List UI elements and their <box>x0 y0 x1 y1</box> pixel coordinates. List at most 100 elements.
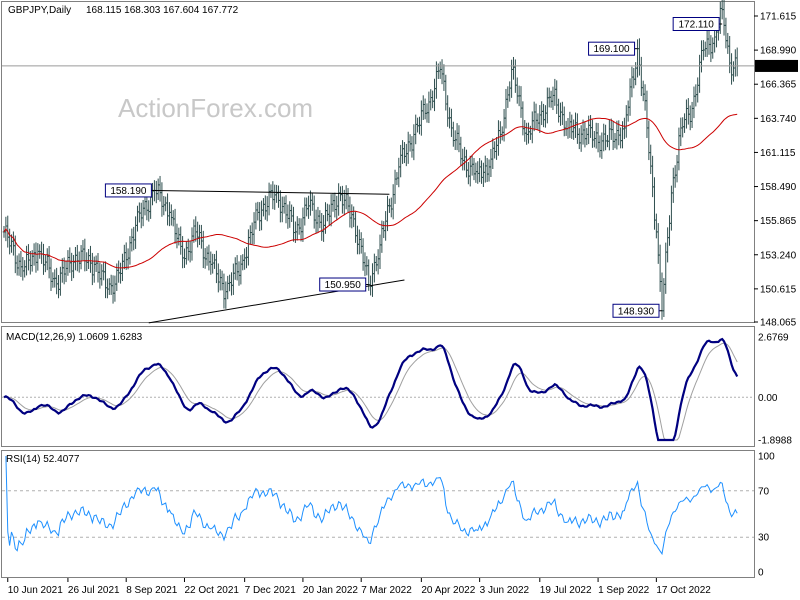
price-bar <box>527 122 530 144</box>
price-bar <box>423 98 427 120</box>
price-bar <box>70 252 73 281</box>
price-bar <box>482 162 485 188</box>
price-bar <box>57 274 60 299</box>
price-bar <box>692 86 696 119</box>
price-y-tick-label: 153.240 <box>760 250 797 261</box>
price-bar <box>414 114 418 145</box>
price-bar <box>561 101 564 125</box>
price-bar <box>273 184 277 210</box>
price-bar <box>525 122 528 145</box>
x-tick-label: 1 Sep 2022 <box>598 585 650 596</box>
price-bar <box>217 263 220 293</box>
moving-average-line <box>3 113 738 269</box>
price-bar <box>267 182 271 216</box>
price-bar <box>329 194 333 227</box>
price-bar <box>21 257 25 281</box>
price-y-tick-label: 168.990 <box>760 46 797 57</box>
x-tick-label: 20 Apr 2022 <box>421 585 475 596</box>
price-bar <box>83 238 87 272</box>
macd-y-tick-label: 0.00 <box>758 393 778 404</box>
price-bar <box>677 127 681 171</box>
price-bar <box>421 95 425 120</box>
price-bar <box>608 119 611 151</box>
price-bar <box>132 226 136 251</box>
price-bar <box>459 136 463 166</box>
price-bar <box>98 262 102 289</box>
price-bar <box>653 177 656 230</box>
annotation-box <box>612 303 660 318</box>
price-bar <box>91 252 94 286</box>
price-y-tick-label: 158.490 <box>760 182 797 193</box>
macd-line <box>3 337 739 442</box>
price-bar <box>337 183 340 216</box>
price-y-tick-label: 163.740 <box>760 114 797 125</box>
price-bar <box>641 80 645 102</box>
rsi-y-tick-label: 0 <box>758 568 764 579</box>
price-bar <box>649 144 653 175</box>
price-bar <box>126 248 130 270</box>
price-bar <box>536 113 540 131</box>
price-bar <box>670 185 673 231</box>
price-bar <box>546 87 549 124</box>
macd-signal-line <box>3 342 738 441</box>
price-bar <box>194 216 198 242</box>
price-bar <box>173 208 177 244</box>
price-bar <box>209 251 213 275</box>
price-bar <box>403 142 406 164</box>
price-bar <box>254 202 258 230</box>
price-bar <box>540 101 543 126</box>
price-bar <box>232 263 235 295</box>
price-bar <box>523 120 527 142</box>
price-bar <box>117 260 120 283</box>
price-bar <box>673 165 677 188</box>
price-bar <box>45 248 49 271</box>
price-bar <box>626 100 630 122</box>
price-bar <box>77 251 81 273</box>
price-bar <box>81 240 85 261</box>
macd-layer <box>2 337 754 442</box>
x-tick-label: 7 Dec 2021 <box>245 585 297 596</box>
price-bar <box>604 124 607 151</box>
rsi-header: RSI(14) 52.4077 <box>6 454 80 465</box>
axis-layer: 171.615 168.990 166.365 163.740 161.115 158.4… <box>7 12 798 596</box>
price-bar <box>709 35 713 63</box>
price-bar <box>450 108 453 137</box>
price-bar <box>435 61 438 99</box>
price-bar <box>442 64 446 91</box>
price-bar <box>201 230 205 269</box>
price-bar <box>568 111 572 138</box>
price-bar <box>190 227 194 261</box>
price-bar <box>373 253 376 283</box>
price-bar <box>359 232 363 254</box>
rsi-y-tick-label: 100 <box>758 452 775 463</box>
price-bar <box>534 103 538 129</box>
current-price-badge: 167.772 <box>755 59 798 72</box>
x-tick-label: 8 Sep 2021 <box>126 585 178 596</box>
price-bar <box>389 197 393 218</box>
price-y-tick-label: 161.115 <box>760 148 796 159</box>
price-bar <box>256 201 260 221</box>
price-bar <box>164 196 167 212</box>
price-bar <box>544 105 547 128</box>
price-bar <box>36 243 40 271</box>
price-bar <box>630 66 634 98</box>
price-bar <box>123 244 126 270</box>
price-bar <box>687 98 690 125</box>
price-bar <box>690 101 694 128</box>
price-bar <box>655 213 658 239</box>
price-bar <box>683 113 686 133</box>
price-bar <box>171 210 175 227</box>
price-bar <box>512 56 515 80</box>
price-bar <box>344 185 348 210</box>
price-bar <box>235 255 239 281</box>
price-bar <box>94 255 98 272</box>
price-bar <box>468 155 472 187</box>
price-bar <box>668 215 671 246</box>
price-bar <box>107 278 111 295</box>
price-bar <box>514 59 517 93</box>
price-bar <box>247 229 250 266</box>
price-bar <box>49 258 53 291</box>
price-bar <box>431 90 434 109</box>
price-bar <box>412 124 416 161</box>
price-bar <box>632 67 636 89</box>
